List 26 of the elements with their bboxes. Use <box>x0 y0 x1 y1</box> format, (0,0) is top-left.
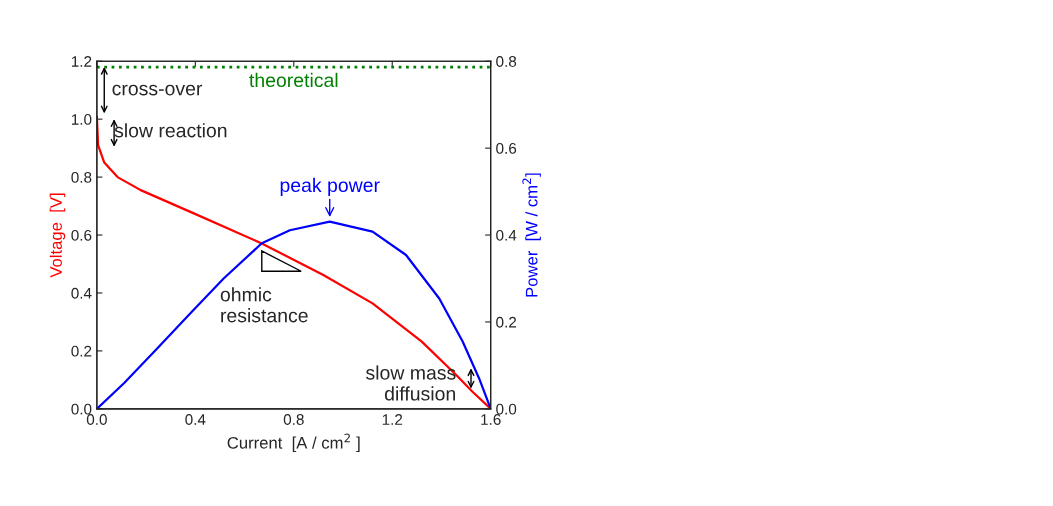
y-tick-label: 0.4 <box>71 287 92 299</box>
y2-axis-title: Power [W / cm$^{2}$] <box>522 173 541 297</box>
annotation: slow mass diffusion <box>366 365 456 401</box>
y-tick-label: 1.2 <box>71 56 92 67</box>
y2-tick-label: 0.4 <box>496 229 517 241</box>
x-tick-label: 0.0 <box>86 414 107 425</box>
y2-tick-label: 0.2 <box>496 316 517 328</box>
x-axis-title: Current [A / cm$^{2}$ ] <box>227 433 360 452</box>
ref-line-label: theoretical <box>249 72 338 88</box>
y-tick-label: 0.6 <box>71 229 92 241</box>
y-tick-label: 0.8 <box>71 171 92 183</box>
y-tick-label: 0.0 <box>71 403 92 415</box>
y2-tick-label: 0.6 <box>496 143 517 154</box>
x-tick-label: 1.2 <box>382 414 403 425</box>
annotation: cross-over <box>112 84 203 96</box>
x-tick-label: 0.4 <box>185 414 206 425</box>
x-tick-label: 0.8 <box>283 414 304 425</box>
annotation: peak power <box>280 177 380 196</box>
annotation: ohmic resistance <box>220 287 308 323</box>
y-axis-title: Voltage [V] <box>49 193 66 278</box>
y-tick-label: 1.0 <box>71 114 92 125</box>
annotation: slow reaction <box>114 123 227 138</box>
x-tick-label: 1.6 <box>481 414 501 425</box>
y2-tick-label: 0.8 <box>496 56 517 67</box>
y-tick-label: 0.2 <box>71 345 92 357</box>
y2-tick-label: 0.0 <box>496 403 517 415</box>
